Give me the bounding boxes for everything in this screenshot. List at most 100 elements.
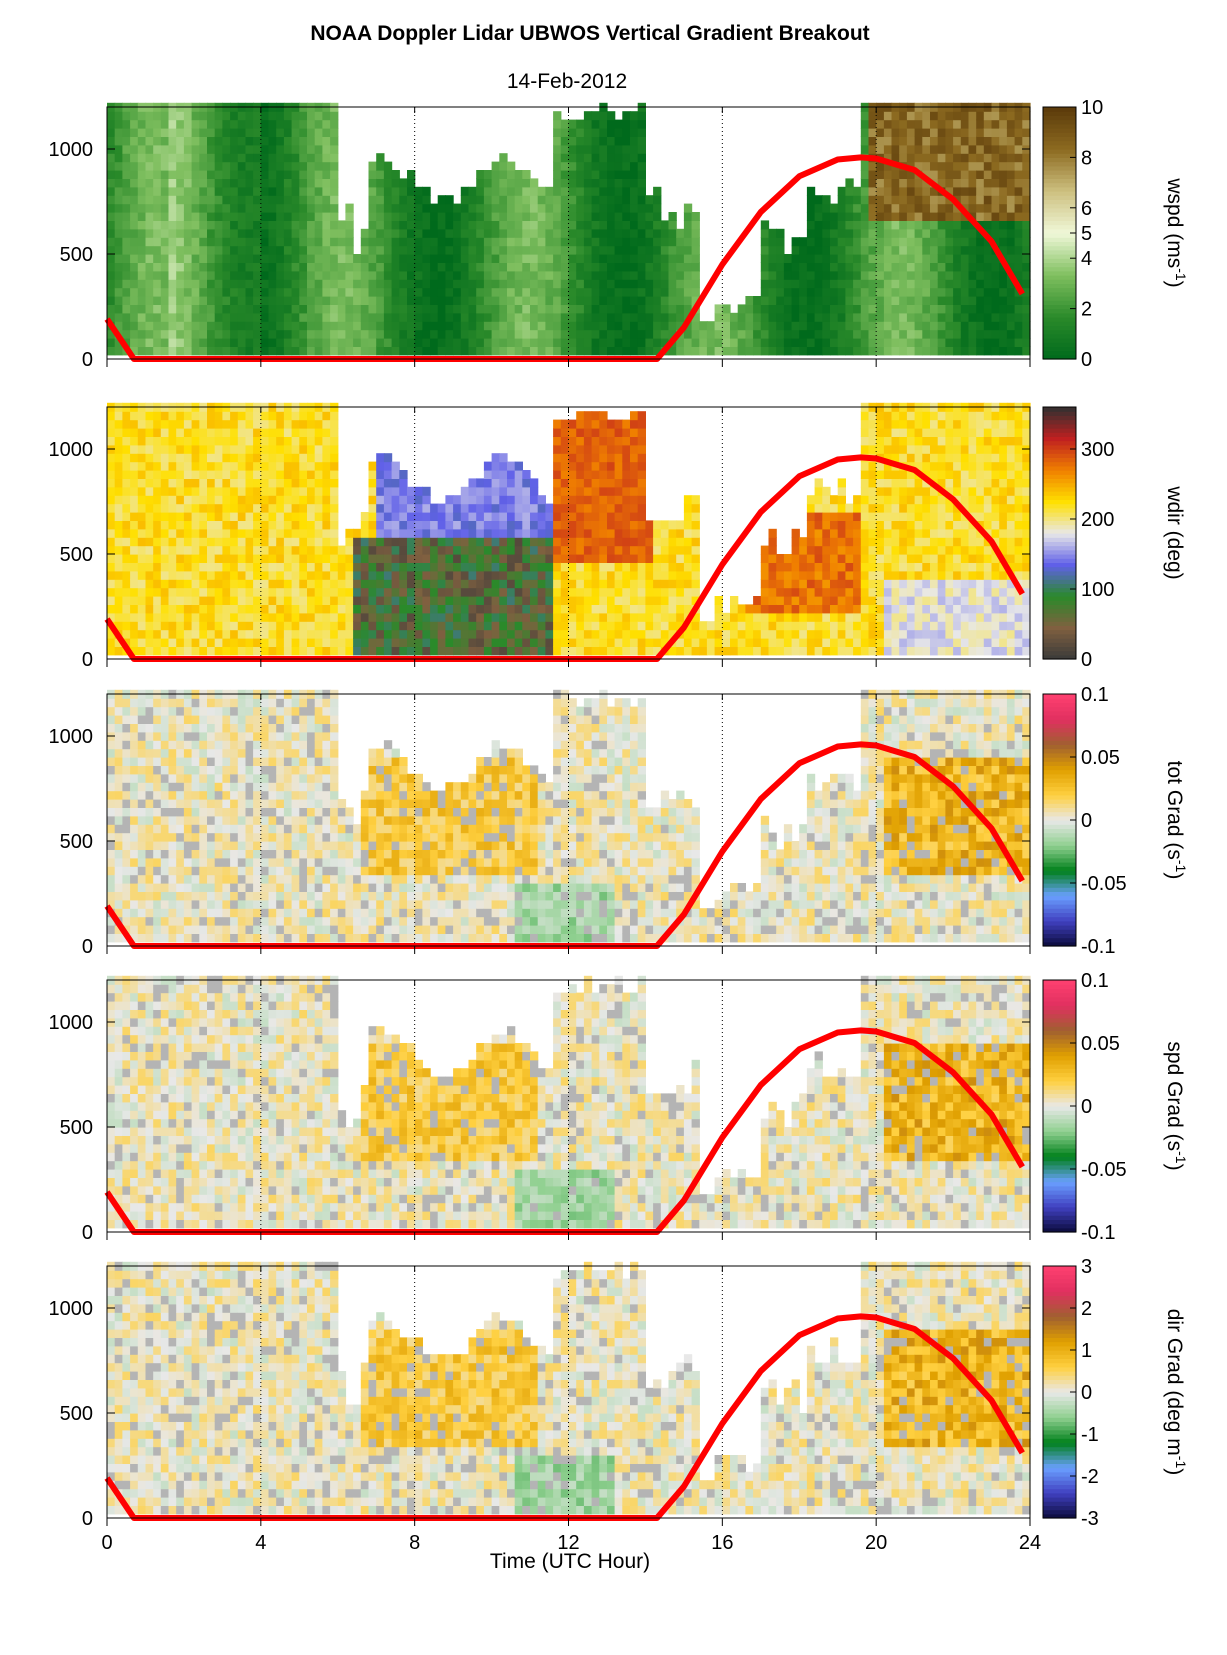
heatmap-cell bbox=[599, 262, 608, 272]
heatmap-cell bbox=[430, 638, 439, 647]
heatmap-cell bbox=[891, 153, 900, 163]
heatmap-cell bbox=[299, 486, 308, 496]
heatmap-cell bbox=[768, 638, 777, 647]
heatmap-cell bbox=[322, 237, 331, 247]
heatmap-cell bbox=[199, 153, 208, 163]
heatmap-cell bbox=[591, 279, 600, 289]
heatmap-cell bbox=[960, 304, 970, 314]
heatmap-cell bbox=[222, 228, 231, 238]
heatmap-cell bbox=[353, 629, 362, 639]
heatmap-cell bbox=[914, 245, 923, 255]
heatmap-cell bbox=[230, 304, 239, 314]
heatmap-cell bbox=[645, 254, 654, 263]
heatmap-cell bbox=[522, 503, 531, 513]
heatmap-cell bbox=[722, 329, 731, 339]
heatmap-cell bbox=[460, 338, 470, 347]
heatmap-cell bbox=[307, 111, 316, 121]
heatmap-cell bbox=[745, 604, 754, 614]
heatmap-cell bbox=[876, 296, 885, 305]
heatmap-cell bbox=[237, 646, 247, 656]
heatmap-cell bbox=[622, 604, 631, 614]
heatmap-cell bbox=[937, 304, 946, 314]
heatmap-cell bbox=[414, 296, 423, 305]
heatmap-cell bbox=[207, 128, 216, 137]
heatmap-cell bbox=[560, 478, 570, 488]
heatmap-cell bbox=[906, 312, 916, 322]
heatmap-cell bbox=[453, 296, 462, 305]
heatmap-cell bbox=[622, 128, 631, 137]
heatmap-cell bbox=[437, 237, 446, 247]
heatmap-cell bbox=[860, 254, 870, 263]
heatmap-cell bbox=[214, 612, 223, 622]
heatmap-cell bbox=[307, 220, 316, 230]
heatmap-cell bbox=[622, 629, 631, 639]
heatmap-cell bbox=[568, 512, 577, 521]
heatmap-cell bbox=[545, 304, 554, 314]
heatmap-cell bbox=[660, 287, 670, 297]
heatmap-cell bbox=[583, 596, 593, 605]
heatmap-cell bbox=[622, 486, 631, 496]
heatmap-cell bbox=[107, 528, 116, 538]
heatmap-cell bbox=[537, 220, 546, 230]
heatmap-cell bbox=[145, 186, 154, 196]
heatmap-cell bbox=[137, 520, 147, 530]
heatmap-cell bbox=[860, 170, 870, 179]
heatmap-cell bbox=[145, 562, 154, 572]
heatmap-cell bbox=[553, 220, 562, 230]
heatmap-cell bbox=[622, 161, 631, 171]
heatmap-cell bbox=[530, 262, 539, 272]
heatmap-cell bbox=[645, 304, 654, 314]
heatmap-cell bbox=[560, 195, 570, 205]
heatmap-cell bbox=[483, 520, 493, 530]
heatmap-cell bbox=[1006, 338, 1016, 347]
heatmap-cell bbox=[307, 228, 316, 238]
heatmap-cell bbox=[814, 220, 823, 230]
heatmap-cell bbox=[622, 444, 631, 454]
heatmap-cell bbox=[853, 220, 862, 230]
heatmap-cell bbox=[460, 629, 470, 639]
heatmap-cell bbox=[622, 428, 631, 437]
heatmap-cell bbox=[237, 136, 247, 146]
heatmap-cell bbox=[283, 262, 293, 272]
heatmap-cell bbox=[483, 270, 493, 280]
heatmap-cell bbox=[860, 296, 870, 305]
heatmap-cell bbox=[114, 528, 123, 538]
heatmap-cell bbox=[622, 245, 631, 255]
heatmap-cell bbox=[622, 554, 631, 563]
heatmap-cell bbox=[368, 245, 377, 255]
heatmap-cell bbox=[1014, 304, 1023, 314]
heatmap-cell bbox=[614, 562, 623, 572]
heatmap-cell bbox=[937, 178, 946, 188]
heatmap-cell bbox=[860, 338, 870, 347]
heatmap-cell bbox=[153, 629, 162, 639]
heatmap-cell bbox=[614, 254, 623, 263]
heatmap-cell bbox=[768, 254, 777, 263]
heatmap-cell bbox=[160, 203, 170, 213]
heatmap-cell bbox=[776, 646, 785, 656]
heatmap-cell bbox=[560, 486, 570, 496]
heatmap-cell bbox=[237, 520, 247, 530]
heatmap-cell bbox=[383, 245, 393, 255]
heatmap-cell bbox=[183, 161, 193, 171]
heatmap-cell bbox=[322, 545, 331, 555]
heatmap-cell bbox=[614, 570, 623, 580]
heatmap-cell bbox=[114, 604, 123, 614]
heatmap-cell bbox=[514, 321, 523, 331]
heatmap-cell bbox=[307, 161, 316, 171]
heatmap-cell bbox=[691, 270, 700, 280]
heatmap-cell bbox=[160, 570, 170, 580]
heatmap-cell bbox=[322, 212, 331, 221]
heatmap-cell bbox=[845, 254, 854, 263]
heatmap-cell bbox=[414, 195, 423, 205]
heatmap-cell bbox=[630, 312, 639, 322]
heatmap-cell bbox=[753, 329, 762, 339]
heatmap-cell bbox=[691, 512, 700, 521]
heatmap-cell bbox=[407, 220, 416, 230]
heatmap-cell bbox=[199, 528, 208, 538]
heatmap-cell bbox=[953, 136, 962, 146]
heatmap-cell bbox=[422, 570, 431, 580]
heatmap-cell bbox=[322, 461, 331, 471]
heatmap-cell bbox=[214, 503, 223, 513]
heatmap-cell bbox=[314, 262, 323, 272]
heatmap-cell bbox=[391, 220, 400, 230]
